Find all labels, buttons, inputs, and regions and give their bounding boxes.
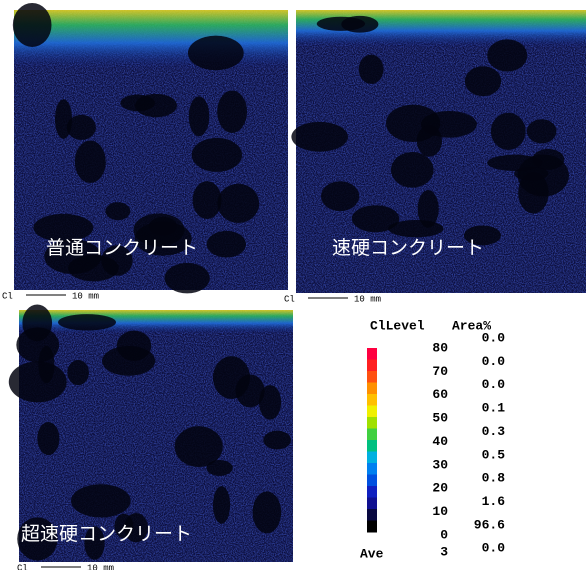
chloride-band <box>14 10 288 70</box>
color-step <box>367 406 377 418</box>
area-value: 0.1 <box>482 401 506 416</box>
aggregate <box>102 346 155 376</box>
aggregate <box>253 491 282 533</box>
color-step <box>367 360 377 372</box>
aggregate <box>75 141 106 184</box>
aggregate <box>165 263 210 293</box>
aggregate <box>189 96 210 136</box>
legend-header: ClLevel <box>370 318 425 333</box>
aggregate <box>321 181 359 211</box>
level-label: 60 <box>432 387 448 402</box>
aggregate <box>465 66 501 96</box>
panel-label: 超速硬コンクリート <box>21 523 192 545</box>
level-label: 0 <box>440 527 448 542</box>
color-step <box>367 521 377 533</box>
panel-label: 速硬コンクリート <box>332 237 484 259</box>
area-value: 0.0 <box>482 540 506 555</box>
panel-label: 普通コンクリート <box>46 237 198 259</box>
page: Cl 10 mm 普通コンクリート Cl 10 mm 速硬コンクリート Cl 10 mm 超速硬… <box>0 0 586 570</box>
aggregate <box>55 99 72 139</box>
map-panel: Cl 10 mm 速硬コンクリート <box>282 10 586 305</box>
color-step <box>367 509 377 521</box>
element-label: Cl <box>284 294 295 304</box>
element-label: Cl <box>2 291 13 301</box>
level-label: 10 <box>432 504 448 519</box>
aggregate <box>9 361 67 402</box>
aggregate <box>37 422 59 455</box>
area-value: 0.3 <box>482 424 506 439</box>
color-step <box>367 348 377 360</box>
scale-label: 10 mm <box>87 563 114 570</box>
map-panel: Cl 10 mm 普通コンクリート <box>0 3 288 302</box>
aggregate <box>263 431 291 450</box>
aggregate <box>193 181 222 219</box>
element-label: Cl <box>17 563 28 570</box>
map-panel: Cl 10 mm 超速硬コンクリート <box>5 305 293 570</box>
color-step <box>367 486 377 498</box>
level-label: 50 <box>432 411 448 426</box>
ave-label: Ave <box>360 546 384 561</box>
color-step <box>367 371 377 383</box>
aggregate <box>491 113 526 150</box>
aggregate <box>388 220 443 237</box>
area-value: 0.0 <box>482 354 506 369</box>
aggregate <box>71 484 131 517</box>
color-step <box>367 463 377 475</box>
color-step <box>367 429 377 441</box>
color-step <box>367 452 377 464</box>
aggregate <box>135 94 177 117</box>
area-value: 0.0 <box>482 330 506 345</box>
level-label: 70 <box>432 364 448 379</box>
scale-bar-strip <box>282 293 402 305</box>
scale-label: 10 mm <box>72 291 99 301</box>
aggregate <box>391 152 434 188</box>
aggregate <box>188 36 244 71</box>
color-step <box>367 475 377 487</box>
color-step <box>367 394 377 406</box>
color-step <box>367 440 377 452</box>
level-label: 30 <box>432 457 448 472</box>
ave-value: 3 <box>440 544 448 559</box>
aggregate <box>207 231 246 258</box>
aggregate <box>213 486 230 524</box>
level-label: 20 <box>432 481 448 496</box>
aggregate <box>13 3 52 47</box>
aggregate <box>359 55 384 84</box>
aggregate <box>192 138 242 172</box>
aggregate <box>291 122 348 152</box>
aggregate <box>67 360 89 385</box>
area-value: 0.5 <box>482 447 506 462</box>
aggregate <box>16 327 59 362</box>
aggregate <box>217 184 259 223</box>
aggregate <box>217 90 247 133</box>
level-label: 80 <box>432 340 448 355</box>
color-step <box>367 417 377 429</box>
aggregate <box>58 314 116 330</box>
aggregate <box>487 39 527 71</box>
aggregate <box>487 155 542 171</box>
aggregate <box>527 119 557 143</box>
level-label: 40 <box>432 434 448 449</box>
area-value: 1.6 <box>482 494 506 509</box>
area-value: 96.6 <box>474 517 505 532</box>
area-value: 0.0 <box>482 377 506 392</box>
color-step <box>367 383 377 395</box>
aggregate <box>175 426 223 467</box>
aggregate <box>236 375 265 408</box>
aggregate <box>341 16 378 33</box>
aggregate <box>105 202 130 220</box>
scale-label: 10 mm <box>354 294 381 304</box>
area-value: 0.8 <box>482 471 506 486</box>
aggregate <box>417 125 442 157</box>
color-step <box>367 498 377 510</box>
